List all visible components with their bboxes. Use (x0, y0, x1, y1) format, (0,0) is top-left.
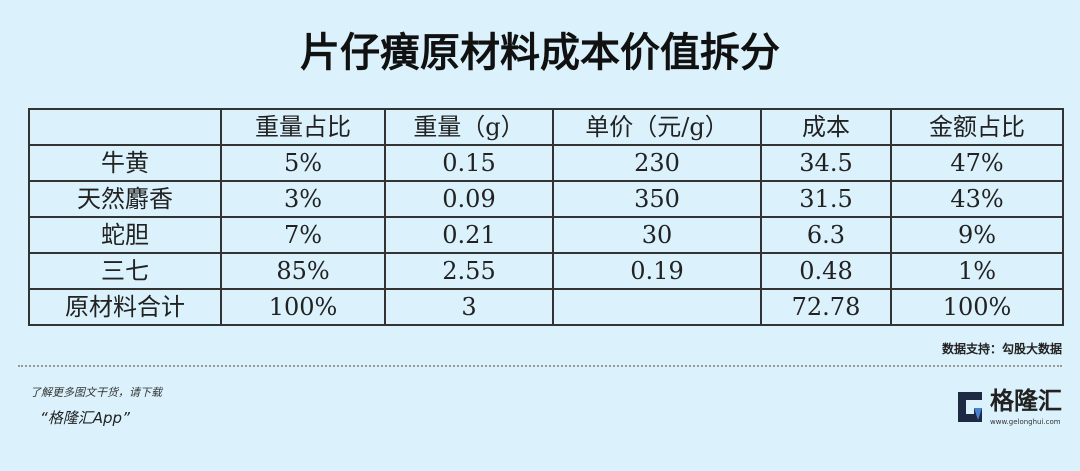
table-cell (552, 288, 762, 326)
table-cell: 31.5 (760, 180, 892, 218)
gelonghui-logo: 格隆汇 www.gelonghui.com (956, 386, 1062, 427)
table-cell: 0.21 (384, 216, 554, 254)
header-row: 重量占比 重量（g） 单价（元/g） 成本 金额占比 (28, 108, 1064, 146)
table-cell: 3 (384, 288, 554, 326)
table-cell: 3% (220, 180, 386, 218)
table-cell: 0.48 (760, 252, 892, 290)
logo-text: 格隆汇 (990, 387, 1062, 415)
table-cell: 7% (220, 216, 386, 254)
table-cell: 天然麝香 (28, 180, 222, 218)
table-cell: 三七 (28, 252, 222, 290)
table-cell: 9% (890, 216, 1064, 254)
header-cell: 金额占比 (890, 108, 1064, 146)
table-cell: 0.09 (384, 180, 554, 218)
header-cell: 成本 (760, 108, 892, 146)
table-cell: 30 (552, 216, 762, 254)
table-row: 三七 85% 2.55 0.19 0.48 1% (28, 252, 1064, 290)
table-cell: 34.5 (760, 144, 892, 182)
table-cell: 5% (220, 144, 386, 182)
table-cell: 350 (552, 180, 762, 218)
table-cell: 0.19 (552, 252, 762, 290)
table-row: 牛黄 5% 0.15 230 34.5 47% (28, 144, 1064, 182)
table-cell: 100% (890, 288, 1064, 326)
header-cell (28, 108, 222, 146)
table-cell: 230 (552, 144, 762, 182)
header-cell: 重量（g） (384, 108, 554, 146)
cost-table: 重量占比 重量（g） 单价（元/g） 成本 金额占比 牛黄 5% 0.15 230 34.5 47%… (28, 108, 1064, 326)
footer-app: “格隆汇App” (40, 409, 130, 427)
table-cell: 蛇胆 (28, 216, 222, 254)
table-cell: 2.55 (384, 252, 554, 290)
table-cell: 0.15 (384, 144, 554, 182)
table-cell: 6.3 (760, 216, 892, 254)
table-cell: 原材料合计 (28, 288, 222, 326)
table-row: 原材料合计 100% 3 72.78 100% (28, 288, 1064, 326)
logo-g-icon (958, 391, 982, 422)
logo-url: www.gelonghui.com (990, 418, 1061, 426)
table-cell: 72.78 (760, 288, 892, 326)
table-cell: 85% (220, 252, 386, 290)
table-row: 天然麝香 3% 0.09 350 31.5 43% (28, 180, 1064, 218)
divider (18, 365, 1062, 367)
header-cell: 重量占比 (220, 108, 386, 146)
header-cell: 单价（元/g） (552, 108, 762, 146)
table-cell: 牛黄 (28, 144, 222, 182)
table-cell: 47% (890, 144, 1064, 182)
table-cell: 1% (890, 252, 1064, 290)
table-cell: 100% (220, 288, 386, 326)
table-row: 蛇胆 7% 0.21 30 6.3 9% (28, 216, 1064, 254)
page-title: 片仔癀原材料成本价值拆分 (300, 30, 780, 76)
footer-prompt: 了解更多图文干货，请下载 (30, 386, 162, 399)
table-cell: 43% (890, 180, 1064, 218)
data-source: 数据支持：勾股大数据 (941, 342, 1062, 356)
